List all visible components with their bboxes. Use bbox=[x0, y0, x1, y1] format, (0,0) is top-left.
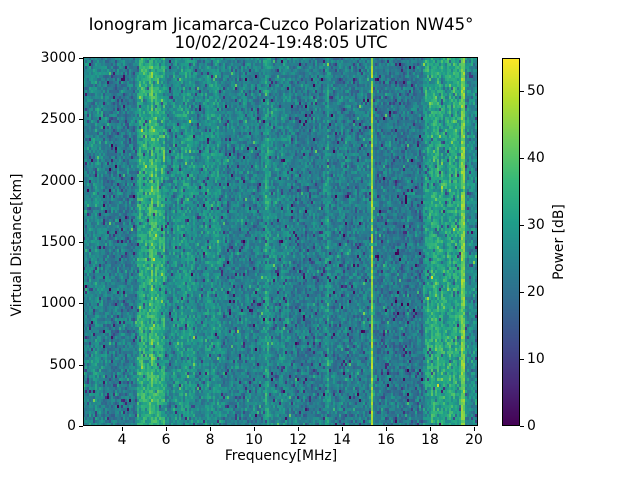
colorbar-tick-label: 10 bbox=[527, 351, 545, 367]
plot-subtitle: 10/02/2024-19:48:05 UTC bbox=[174, 33, 388, 52]
colorbar-tick-label: 30 bbox=[527, 217, 545, 233]
y-tick-label: 500 bbox=[49, 357, 76, 373]
x-axis-label: Frequency[MHz] bbox=[224, 448, 338, 464]
y-tick-mark bbox=[79, 58, 83, 59]
x-tick-mark bbox=[474, 427, 475, 431]
y-tick-mark bbox=[79, 365, 83, 366]
y-tick-label: 1000 bbox=[40, 295, 76, 311]
colorbar-tick-mark bbox=[520, 426, 524, 427]
y-tick-label: 1500 bbox=[40, 234, 76, 250]
x-tick-label: 6 bbox=[161, 432, 171, 448]
x-tick-label: 20 bbox=[465, 432, 483, 448]
colorbar-tick-label: 20 bbox=[527, 284, 545, 300]
y-tick-label: 3000 bbox=[40, 50, 76, 66]
x-tick-mark bbox=[210, 427, 211, 431]
colorbar-tick-label: 40 bbox=[527, 150, 545, 166]
colorbar-tick-mark bbox=[520, 292, 524, 293]
x-tick-label: 10 bbox=[245, 432, 263, 448]
y-tick-mark bbox=[79, 303, 83, 304]
x-tick-mark bbox=[342, 427, 343, 431]
y-tick-mark bbox=[79, 119, 83, 120]
colorbar-tick-mark bbox=[520, 91, 524, 92]
y-tick-label: 0 bbox=[67, 418, 76, 434]
x-tick-mark bbox=[166, 427, 167, 431]
y-tick-label: 2500 bbox=[40, 111, 76, 127]
colorbar-canvas bbox=[502, 58, 520, 426]
y-axis-label: Virtual Distance[km] bbox=[9, 173, 25, 317]
y-tick-mark bbox=[79, 426, 83, 427]
colorbar-tick-mark bbox=[520, 359, 524, 360]
x-tick-mark bbox=[254, 427, 255, 431]
y-tick-mark bbox=[79, 181, 83, 182]
plot-title: Ionogram Jicamarca-Cuzco Polarization NW… bbox=[88, 15, 474, 34]
x-tick-mark bbox=[298, 427, 299, 431]
colorbar-tick-label: 0 bbox=[527, 418, 536, 434]
colorbar-tick-label: 50 bbox=[527, 83, 545, 99]
heatmap-canvas bbox=[83, 57, 478, 426]
x-tick-label: 4 bbox=[117, 432, 127, 448]
colorbar-tick-mark bbox=[520, 158, 524, 159]
y-tick-mark bbox=[79, 242, 83, 243]
colorbar-tick-mark bbox=[520, 225, 524, 226]
x-tick-mark bbox=[386, 427, 387, 431]
y-tick-label: 2000 bbox=[40, 173, 76, 189]
x-tick-label: 8 bbox=[205, 432, 215, 448]
x-tick-label: 16 bbox=[377, 432, 395, 448]
x-tick-label: 12 bbox=[289, 432, 307, 448]
x-tick-label: 18 bbox=[421, 432, 439, 448]
colorbar-label: Power [dB] bbox=[551, 204, 567, 280]
x-tick-mark bbox=[430, 427, 431, 431]
x-tick-label: 14 bbox=[333, 432, 351, 448]
x-tick-mark bbox=[122, 427, 123, 431]
